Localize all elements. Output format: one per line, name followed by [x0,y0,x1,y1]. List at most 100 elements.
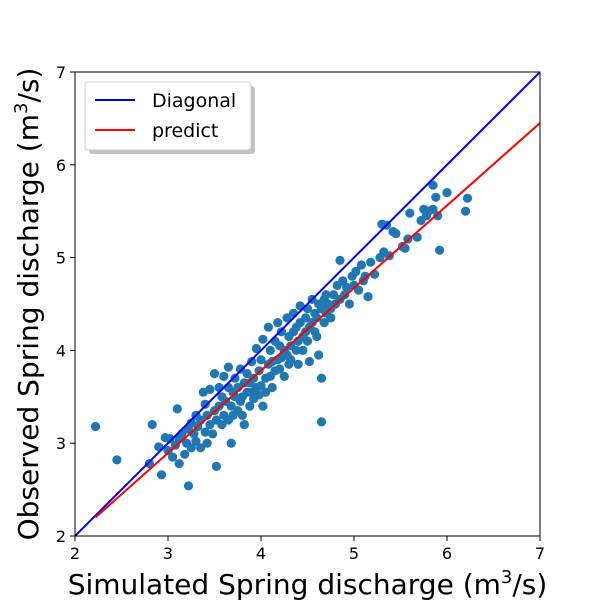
legend-label-predict: predict [152,120,218,142]
scatter-point [288,308,299,318]
y-tick-label: 3 [56,434,66,453]
scatter-point [256,355,266,365]
scatter-point [208,429,218,439]
scatter-point [366,257,376,267]
scatter-point [163,446,173,456]
legend-label-diagonal: Diagonal [152,90,236,112]
x-tick-label: 3 [163,544,173,563]
scatter-point [174,459,184,469]
scatter-point [196,443,206,453]
x-axis-title: Simulated Spring discharge (m3/s) [68,567,548,600]
scatter-point [273,318,283,328]
scatter-point [219,371,229,381]
scatter-point [314,350,324,360]
scatter-point [256,381,266,391]
scatter-point [304,356,314,367]
scatter-point [298,345,308,355]
scatter-point [186,443,196,453]
scatter-point [428,180,438,190]
scatter-point [435,245,445,255]
scatter-point [147,420,157,430]
scatter-point [342,282,352,292]
x-tick-label: 2 [70,544,80,563]
scatter-point [328,290,339,300]
scatter-point [302,336,313,346]
scatter-point [235,364,246,374]
scatter-point [180,449,190,459]
scatter-point [226,401,236,411]
scatter-point [319,318,329,328]
scatter-point [183,481,194,491]
scatter-point [312,331,322,342]
plot-frame [74,71,541,537]
scatter-point [263,322,273,332]
y-axis-title: Observed Spring discharge (m3/s) [11,68,45,541]
scatter-point [335,255,345,265]
scatter-point [200,399,210,409]
scatter-point [211,461,221,471]
scatter-point [214,382,224,393]
y-tick-label: 7 [56,63,66,82]
scatter-point [205,384,215,394]
scatter-point [462,193,473,203]
scatter-point [261,387,271,397]
scatter-point [239,420,249,430]
scatter-point [209,369,220,379]
x-tick-label: 4 [256,544,266,563]
y-tick-label: 6 [56,156,66,175]
scatter-point [282,313,292,323]
scatter-point [442,188,452,198]
scatter-point [223,362,233,372]
scatter-point [230,373,240,383]
scatter-point [293,359,303,369]
fit-lines [75,72,540,536]
scatter-point [242,369,252,379]
scatter-point [202,438,212,448]
scatter-point [291,345,301,355]
axis-ticks: 2 3 4 5 6 7 2 3 4 5 6 7 [56,63,545,563]
scatter-point [168,452,178,462]
scatter-points [90,180,473,491]
scatter-point [301,313,311,323]
scatter-point [265,345,275,355]
scatter-point [351,266,361,277]
scatter-point [165,434,175,444]
scatter-point [286,355,296,365]
scatter-point [354,285,364,295]
scatter-point [344,299,354,309]
x-tick-label: 7 [535,544,545,563]
scatter-point [461,206,471,216]
scatter-point [363,292,373,302]
scatter-point [275,364,285,374]
y-tick-label: 5 [56,249,66,268]
scatter-point [391,228,401,239]
scatter-point [433,211,443,221]
scatter-point [321,290,331,300]
y-tick-label: 4 [56,341,66,360]
scatter-point [214,401,224,411]
scatter-point [326,313,336,323]
scatter-point [247,356,257,367]
scatter-point [276,327,287,337]
scatter-point [316,417,327,427]
line-predict [94,122,540,519]
legend: Diagonal predict [84,81,255,154]
scatter-point [191,436,201,446]
scatter-point [202,410,212,420]
scatter-point [205,420,215,430]
scatter-point [156,470,167,480]
scatter-point [237,410,247,420]
y-tick-label: 2 [56,527,66,546]
line-diagonal [75,72,540,536]
x-tick-label: 6 [442,544,452,563]
scatter-point [258,401,268,411]
scatter-point [251,343,261,354]
scatter-point [431,192,441,202]
scatter-point [267,382,277,393]
scatter-point [226,438,236,448]
scatter-point [90,421,101,432]
scatter-point [144,459,154,469]
scatter-point [360,271,370,281]
scatter-point [245,401,255,411]
